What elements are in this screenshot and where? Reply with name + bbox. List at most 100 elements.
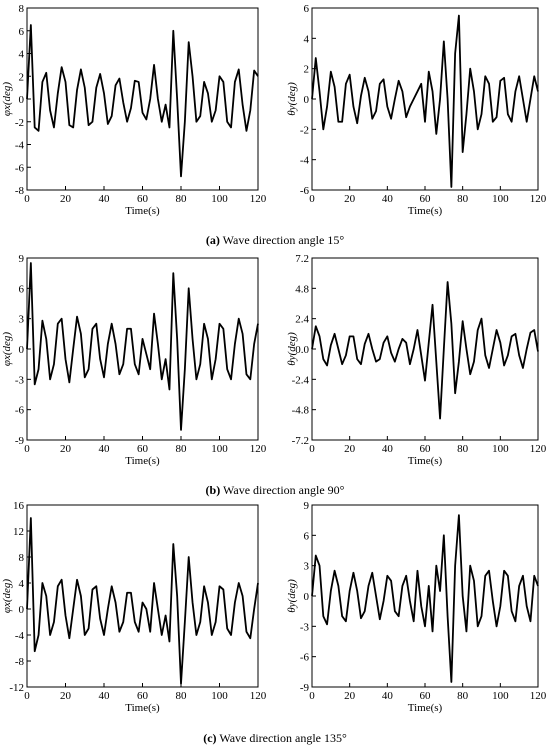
y-tick-label: -6	[300, 185, 310, 197]
y-tick-label: -4	[15, 140, 25, 152]
x-tick-label: 40	[382, 443, 394, 455]
y-axis-label: φx(deg)	[1, 579, 13, 614]
x-tick-label: 20	[344, 193, 356, 205]
y-tick-label: -4.8	[292, 405, 310, 417]
y-tick-label: 3	[19, 314, 25, 326]
y-tick-label: -2	[300, 124, 309, 136]
y-tick-label: 6	[19, 26, 25, 38]
x-tick-label: 120	[530, 690, 547, 702]
x-tick-label: 60	[420, 443, 432, 455]
caption-label: (b)	[206, 483, 221, 497]
y-tick-label: 9	[19, 253, 25, 265]
x-tick-label: 0	[309, 690, 315, 702]
y-tick-label: -6	[15, 405, 25, 417]
plot-frame	[311, 257, 539, 441]
caption-label: (c)	[203, 731, 216, 745]
y-tick-label: 9	[304, 500, 310, 512]
x-tick-label: 120	[530, 443, 547, 455]
y-tick-label: -8	[15, 656, 25, 668]
y-tick-label: 0	[19, 604, 25, 616]
x-tick-label: 20	[60, 690, 72, 702]
plot-frame	[26, 257, 259, 441]
data-line	[26, 517, 259, 685]
y-tick-label: -12	[9, 682, 24, 694]
x-tick-label: 40	[99, 690, 111, 702]
x-tick-label: 20	[344, 690, 356, 702]
y-tick-label: 8	[19, 552, 25, 564]
y-tick-label: -3	[15, 374, 25, 386]
plot-frame	[311, 504, 539, 688]
x-tick-label: 100	[211, 443, 228, 455]
x-tick-label: 60	[137, 690, 149, 702]
data-line	[311, 514, 539, 683]
y-tick-label: 2.4	[295, 314, 309, 326]
y-tick-label: -4	[15, 630, 25, 642]
y-tick-label: -2.4	[292, 374, 310, 386]
y-tick-label: 6	[304, 3, 310, 15]
y-axis-label: θy(deg)	[286, 579, 298, 613]
y-tick-label: 16	[13, 500, 25, 512]
y-axis-label: θy(deg)	[286, 82, 298, 116]
x-tick-label: 100	[211, 690, 228, 702]
y-axis-label: φx(deg)	[1, 332, 13, 367]
caption: (a) Wave direction angle 15°	[206, 233, 344, 247]
y-tick-label: -4	[300, 155, 310, 167]
x-tick-label: 40	[99, 443, 111, 455]
caption-label: (a)	[206, 233, 220, 247]
caption-text: Wave direction angle 90°	[223, 483, 345, 497]
y-tick-label: 6	[19, 283, 25, 295]
x-tick-label: 120	[250, 193, 267, 205]
x-tick-label: 80	[457, 193, 469, 205]
y-tick-label: 0.0	[295, 344, 309, 356]
x-tick-label: 40	[382, 690, 394, 702]
x-axis-label: Time(s)	[125, 205, 160, 217]
x-tick-label: 100	[492, 443, 509, 455]
y-tick-label: -3	[300, 621, 310, 633]
y-tick-label: 8	[19, 3, 25, 15]
caption: (c) Wave direction angle 135°	[203, 731, 347, 745]
y-tick-label: -2	[15, 117, 24, 129]
x-axis-label: Time(s)	[125, 702, 160, 714]
y-tick-label: 4	[19, 49, 25, 61]
x-tick-label: 100	[211, 193, 228, 205]
y-tick-label: 12	[13, 526, 24, 538]
x-tick-label: 60	[420, 690, 432, 702]
y-tick-label: 2	[19, 71, 25, 83]
data-line	[26, 262, 259, 431]
y-axis-label: φx(deg)	[1, 82, 13, 117]
x-tick-label: 40	[382, 193, 394, 205]
x-tick-label: 100	[492, 193, 509, 205]
x-tick-label: 60	[137, 193, 149, 205]
x-tick-label: 20	[344, 443, 356, 455]
x-tick-label: 80	[176, 690, 188, 702]
x-tick-label: 20	[60, 193, 72, 205]
x-tick-label: 120	[250, 690, 267, 702]
y-tick-label: 0	[19, 94, 25, 106]
y-tick-label: 7.2	[295, 253, 309, 265]
y-tick-label: 4.8	[295, 283, 309, 295]
data-line	[26, 24, 259, 178]
y-tick-label: -8	[15, 185, 25, 197]
x-tick-label: 80	[176, 193, 188, 205]
x-axis-label: Time(s)	[408, 455, 443, 467]
x-tick-label: 0	[24, 443, 30, 455]
y-tick-label: -9	[300, 682, 310, 694]
y-tick-label: 2	[304, 64, 310, 76]
x-tick-label: 80	[176, 443, 188, 455]
caption-text: Wave direction angle 15°	[223, 233, 345, 247]
data-line	[311, 14, 539, 188]
data-line	[311, 281, 539, 420]
y-tick-label: 3	[304, 561, 310, 573]
y-tick-label: -7.2	[292, 435, 309, 447]
x-axis-label: Time(s)	[408, 702, 443, 714]
x-tick-label: 80	[457, 443, 469, 455]
y-tick-label: 6	[304, 530, 310, 542]
x-tick-label: 40	[99, 193, 111, 205]
x-tick-label: 0	[309, 443, 315, 455]
plot-frame	[311, 7, 539, 191]
x-tick-label: 0	[24, 193, 30, 205]
y-tick-label: 4	[19, 578, 25, 590]
x-tick-label: 80	[457, 690, 469, 702]
x-tick-label: 0	[309, 193, 315, 205]
